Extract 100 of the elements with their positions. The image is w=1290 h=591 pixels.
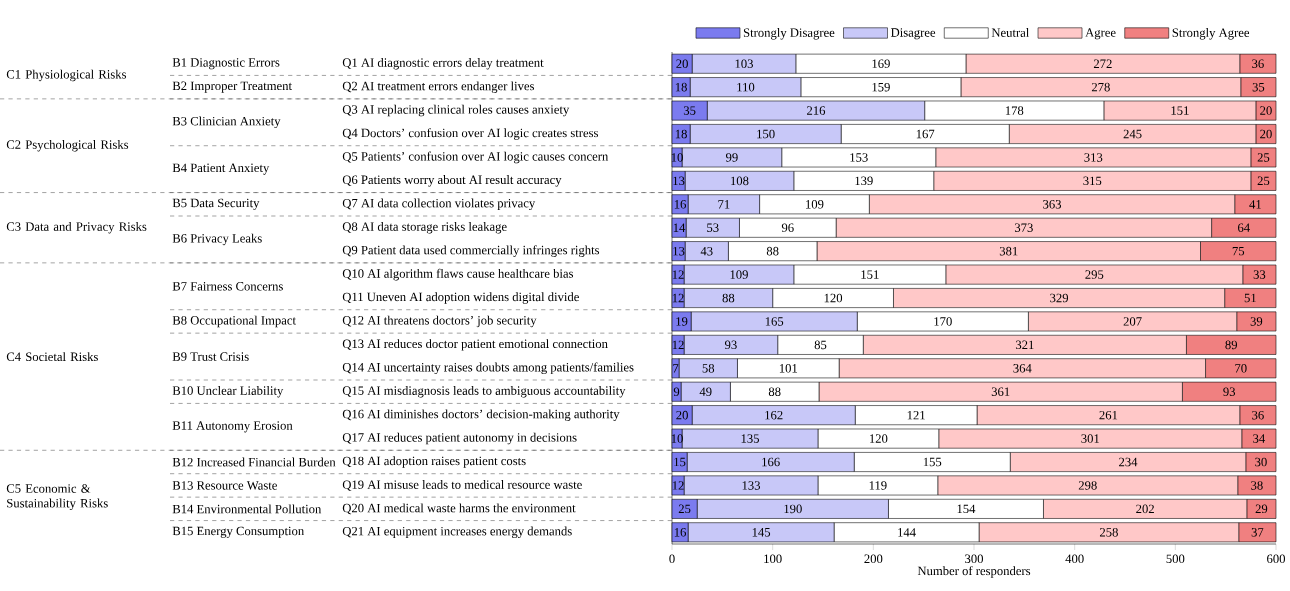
data-label: 99 [725, 153, 738, 162]
text: B9 Trust Crisis [172, 352, 249, 361]
y-tick-label: Q8 AI data storage risks leakage [342, 221, 507, 234]
data-label: 88 [766, 246, 779, 256]
data-label: 43 [700, 246, 713, 256]
data-label: 162 [765, 410, 783, 420]
legend-label: Strongly Agree [1172, 28, 1250, 40]
text: B1 Diagnostic Errors [172, 58, 280, 70]
data-label: 151 [1171, 106, 1189, 115]
data-label: 18 [675, 129, 687, 139]
data-label: 272 [1093, 59, 1112, 68]
data-label: 153 [850, 153, 868, 162]
data-label: 10 [671, 153, 683, 162]
data-label: 101 [779, 364, 798, 373]
data-label: 154 [957, 504, 976, 514]
text: B6 Privacy Leaks [172, 233, 262, 246]
data-label: 16 [674, 200, 687, 209]
y-tick-label: Q4 Doctors’ confusion over AI logic creates stress [342, 128, 598, 140]
y-tick-label: Q10 AI algorithm flaws cause healthcare bias [342, 268, 574, 281]
data-label: 151 [861, 270, 879, 279]
data-label: 373 [1014, 223, 1033, 232]
x-tick-label: 500 [1166, 554, 1185, 564]
text: C4 Societal Risks [6, 352, 98, 362]
text: C1 Physiological Risks [6, 69, 127, 82]
data-label: 88 [768, 387, 781, 396]
text: C3 Data and Privacy Risks [6, 221, 147, 234]
data-label: 278 [1091, 82, 1110, 92]
y-tick-label: Q17 AI reduces patient autonomy in decisions [342, 432, 577, 445]
data-label: 190 [784, 504, 802, 514]
text: C5 Economic & Sustainability Risks [6, 484, 108, 511]
data-label: 13 [673, 246, 685, 256]
data-label: 120 [824, 293, 843, 303]
data-label: 88 [722, 293, 735, 303]
data-label: 58 [702, 364, 715, 373]
text: B3 Clinician Anxiety [172, 116, 281, 129]
data-label: 49 [699, 387, 712, 396]
text: B2 Improper Treatment [172, 81, 292, 93]
data-label: 53 [707, 223, 719, 232]
y-tick-label: Q7 AI data collection violates privacy [342, 198, 536, 211]
x-tick-label: 300 [965, 554, 984, 564]
x-tick-label: 600 [1267, 554, 1286, 564]
x-tick-label: 0 [669, 554, 675, 564]
data-label: 20 [676, 410, 688, 420]
data-label: 13 [673, 176, 685, 186]
data-label: 35 [683, 106, 696, 115]
data-label: 20 [1260, 129, 1272, 139]
data-label: 71 [718, 200, 730, 209]
data-label: 41 [1249, 200, 1261, 209]
data-label: 133 [742, 481, 761, 490]
data-label: 120 [869, 434, 888, 443]
legend-label: Agree [1085, 28, 1116, 40]
data-label: 34 [1253, 434, 1266, 443]
y-tick-label: Q5 Patients’ confusion over AI logic causes concern [342, 151, 609, 164]
y-tick-label: Q20 AI medical waste harms the environment [342, 503, 576, 515]
data-label: 119 [869, 481, 887, 490]
data-label: 150 [757, 129, 775, 139]
data-label: 109 [730, 270, 748, 279]
legend-label: Strongly Disagree [743, 28, 835, 40]
data-label: 93 [724, 340, 737, 350]
data-label: 361 [991, 387, 1010, 396]
data-label: 20 [1260, 106, 1272, 115]
text: B13 Resource Waste [172, 481, 277, 490]
data-label: 329 [1050, 293, 1069, 303]
data-label: 19 [676, 317, 688, 326]
text: B15 Energy Consumption [172, 526, 305, 538]
data-label: 166 [762, 457, 780, 467]
data-label: 7 [673, 364, 679, 373]
x-tick-label: 100 [764, 554, 782, 564]
y-tick-label: Q14 AI uncertainty raises doubts among patients/families [342, 362, 634, 375]
y-tick-label: Q6 Patients worry about AI result accuracy [342, 175, 562, 187]
data-label: 51 [1244, 293, 1256, 303]
data-label: 15 [674, 457, 686, 467]
data-label: 89 [1225, 340, 1238, 350]
data-label: 35 [1252, 82, 1265, 92]
data-label: 33 [1253, 270, 1266, 279]
data-label: 144 [898, 528, 916, 537]
legend-label: Disagree [890, 28, 936, 40]
y-tick-label: Q15 AI misdiagnosis leads to ambiguous accountability [342, 385, 626, 398]
data-label: 70 [1235, 364, 1247, 373]
y-tick-label: Q18 AI adoption raises patient costs [342, 456, 526, 468]
text: B14 Environmental Pollution [172, 504, 322, 514]
data-label: 20 [676, 59, 688, 68]
data-label: 170 [934, 317, 952, 326]
data-label: 295 [1085, 270, 1104, 279]
data-label: 139 [855, 176, 873, 186]
y-tick-label: Q11 Uneven AI adoption widens digital divide [342, 292, 579, 304]
data-label: 364 [1013, 364, 1032, 373]
data-label: 85 [814, 340, 827, 350]
data-label: 135 [741, 434, 760, 443]
data-label: 103 [735, 59, 753, 68]
data-label: 38 [1251, 481, 1263, 490]
data-label: 202 [1136, 504, 1154, 514]
y-tick-label: Q13 AI reduces doctor patient emotional connection [342, 339, 608, 351]
x-axis-title: Number of responders [917, 566, 1031, 578]
data-label: 165 [765, 317, 784, 326]
data-label: 36 [1252, 59, 1264, 68]
y-tick-label: Q12 AI threatens doctors’ job security [342, 315, 537, 328]
data-label: 109 [806, 200, 824, 209]
data-label: 12 [672, 293, 684, 303]
data-label: 155 [923, 457, 942, 467]
